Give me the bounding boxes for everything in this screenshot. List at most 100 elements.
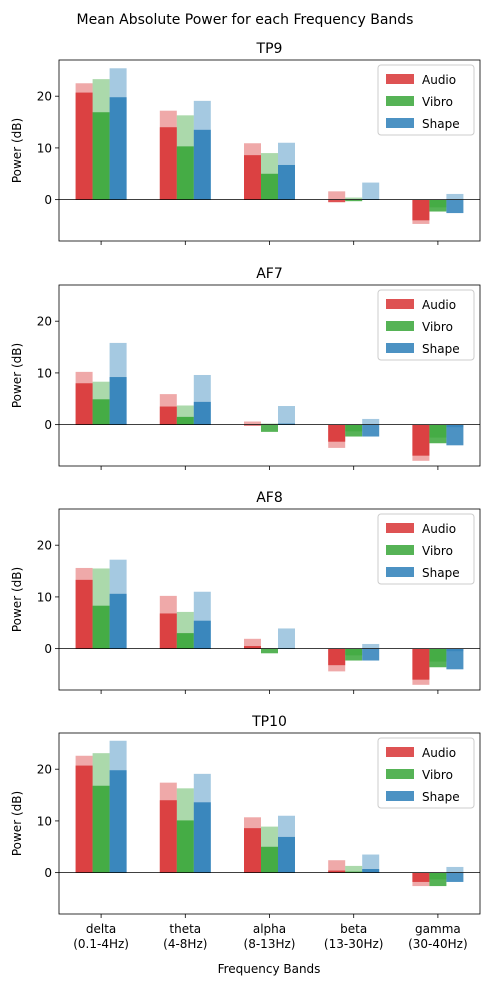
- bar-audio: [159, 127, 177, 200]
- bar-shape: [446, 424, 464, 446]
- bar-shape: [109, 593, 127, 649]
- x-tick-label: gamma (30-40Hz): [408, 922, 468, 951]
- subplots: TP9 0 10 20 Power (dB) Audio Vibro Shape AF7 0 10 2…: [10, 41, 481, 951]
- bar-shape-upper: [446, 193, 464, 200]
- legend-swatch-vibro: [386, 545, 414, 555]
- bar-vibro: [92, 785, 110, 873]
- legend-label: Audio: [422, 298, 456, 312]
- x-tick-label: theta (4-8Hz): [163, 922, 207, 951]
- legend-label: Shape: [422, 790, 460, 804]
- bar-vibro: [429, 424, 447, 444]
- bar-audio: [412, 648, 430, 680]
- bar-audio: [328, 199, 346, 203]
- legend-label: Shape: [422, 117, 460, 131]
- legend-swatch-audio: [386, 747, 414, 757]
- subplot-title: AF8: [256, 490, 283, 506]
- bar-vibro: [261, 846, 278, 873]
- bar-audio-upper: [328, 860, 346, 873]
- bar-shape: [278, 836, 295, 873]
- bar-audio: [75, 383, 93, 425]
- bar-shape: [362, 648, 380, 661]
- legend-label: Vibro: [422, 544, 453, 558]
- bar-vibro: [429, 199, 447, 212]
- bar-shape: [446, 199, 464, 214]
- bar-shape: [446, 872, 464, 882]
- x-tick-label: delta (0.1-4Hz): [73, 922, 129, 951]
- bar-shape: [446, 648, 464, 670]
- legend-swatch-shape: [386, 118, 414, 128]
- x-tick-label: alpha (8-13Hz): [244, 922, 296, 951]
- bar-shape: [109, 770, 127, 873]
- legend-label: Shape: [422, 566, 460, 580]
- y-tick-label: 10: [37, 141, 52, 155]
- bar-shape: [362, 424, 380, 437]
- y-tick-label: 0: [44, 642, 52, 656]
- bar-shape-upper: [362, 854, 380, 873]
- y-axis-label: Power (dB): [10, 118, 24, 183]
- bar-shape: [278, 164, 295, 200]
- bar-vibro: [92, 112, 110, 200]
- bar-audio: [159, 613, 177, 649]
- bar-vibro: [345, 871, 363, 873]
- legend-swatch-shape: [386, 343, 414, 353]
- bar-shape: [193, 401, 211, 425]
- legend-label: Vibro: [422, 768, 453, 782]
- bar-shape: [109, 97, 127, 200]
- bar-vibro: [92, 605, 110, 649]
- legend-swatch-vibro: [386, 321, 414, 331]
- y-tick-label: 10: [37, 366, 52, 380]
- legend-label: Vibro: [422, 95, 453, 109]
- bar-audio: [328, 648, 346, 666]
- bar-shape: [193, 620, 211, 649]
- bar-shape: [362, 869, 380, 873]
- legend: Audio Vibro Shape: [377, 289, 475, 361]
- y-tick-label: 10: [37, 814, 52, 828]
- legend: Audio Vibro Shape: [377, 737, 475, 809]
- legend-label: Audio: [422, 522, 456, 536]
- bar-vibro: [429, 872, 447, 887]
- bar-audio: [412, 199, 430, 221]
- bar-shape-upper: [278, 406, 295, 425]
- legend-swatch-vibro: [386, 96, 414, 106]
- bar-audio: [412, 424, 430, 456]
- subplot-tp9: TP9 0 10 20 Power (dB) Audio Vibro Shape: [10, 41, 481, 245]
- bar-audio-upper: [328, 191, 346, 200]
- legend-label: Vibro: [422, 320, 453, 334]
- y-axis-label: Power (dB): [10, 791, 24, 856]
- bar-vibro: [345, 424, 363, 437]
- bar-shape: [193, 129, 211, 200]
- bar-vibro: [345, 648, 363, 661]
- bar-shape-upper: [446, 866, 464, 873]
- bar-shape-upper: [278, 628, 295, 649]
- bar-audio: [244, 155, 261, 200]
- y-tick-label: 0: [44, 418, 52, 432]
- bar-audio: [159, 406, 177, 425]
- subplot-tp10: TP10 0 10 20 delta (0.1-4Hz) theta (4-8Hz) alpha…: [10, 714, 481, 951]
- legend-swatch-shape: [386, 791, 414, 801]
- bar-vibro: [176, 820, 194, 873]
- bar-vibro: [345, 199, 363, 202]
- y-tick-label: 0: [44, 193, 52, 207]
- bar-audio: [75, 765, 93, 873]
- y-tick-label: 20: [37, 90, 52, 104]
- legend-label: Audio: [422, 746, 456, 760]
- figure-suptitle: Mean Absolute Power for each Frequency B…: [77, 12, 414, 28]
- bar-audio-upper: [244, 638, 261, 649]
- bar-audio: [159, 800, 177, 873]
- bar-shape-upper: [362, 182, 380, 200]
- subplot-title: TP9: [256, 41, 283, 57]
- x-axis-label: Frequency Bands: [218, 962, 321, 976]
- y-tick-label: 10: [37, 590, 52, 604]
- legend-swatch-audio: [386, 523, 414, 533]
- subplot-title: AF7: [256, 266, 283, 282]
- bar-shape-upper: [362, 643, 380, 649]
- bar-audio: [244, 424, 261, 426]
- bar-vibro: [261, 648, 278, 654]
- legend-swatch-audio: [386, 74, 414, 84]
- legend-label: Audio: [422, 73, 456, 87]
- y-tick-label: 20: [37, 539, 52, 553]
- legend-label: Shape: [422, 342, 460, 356]
- bar-shape-upper: [362, 418, 380, 425]
- y-axis-label: Power (dB): [10, 343, 24, 408]
- legend-swatch-audio: [386, 299, 414, 309]
